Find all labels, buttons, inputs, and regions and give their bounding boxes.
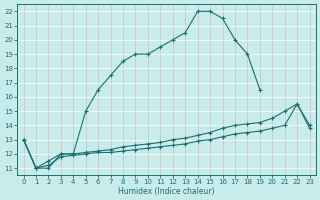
- X-axis label: Humidex (Indice chaleur): Humidex (Indice chaleur): [118, 187, 215, 196]
